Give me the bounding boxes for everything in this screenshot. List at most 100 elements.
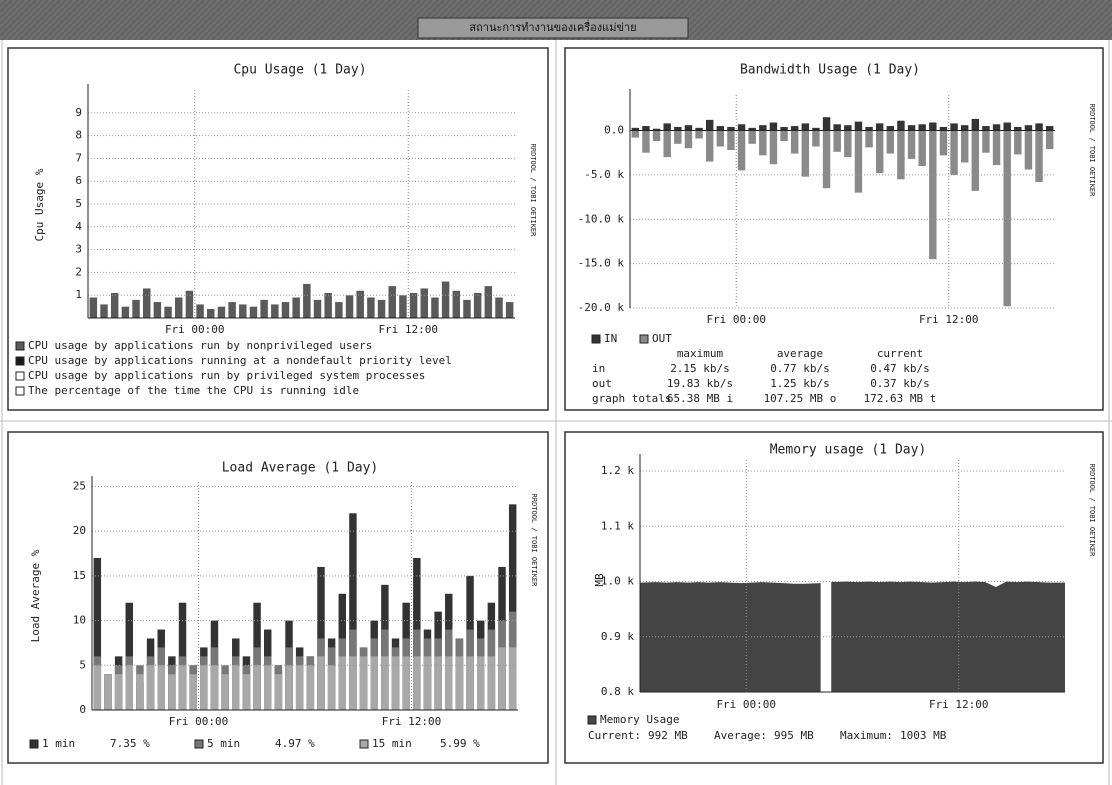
bar [495,290,503,298]
legend-value: 5.99 % [440,737,480,750]
side-label: RRDTOOL / TOBI OETIKER [1088,104,1096,198]
bar [324,90,332,287]
bar [345,90,354,289]
bar [399,90,407,289]
bar [897,120,905,131]
x-tick-label: Fri 00:00 [706,313,766,326]
y-tick-label: 3 [75,243,82,256]
bar [89,297,98,318]
table-cell: 0.47 kb/s [870,362,930,375]
bar [313,90,322,293]
bar [217,302,226,307]
x-tick-label: Fri 00:00 [716,698,776,711]
bar [185,90,194,284]
bar [674,130,682,144]
bar [790,126,799,131]
bar [833,124,841,131]
bar [110,292,119,318]
bar [271,304,279,318]
bar [960,130,969,163]
chart-title: Load Average (1 Day) [222,461,379,476]
bar [335,302,343,318]
bar [100,90,108,300]
legend-swatch [194,739,204,749]
bar [992,130,1001,166]
bar [1014,130,1022,155]
bar [281,90,290,298]
table-row-label: graph totals [592,392,671,405]
bar [854,121,863,131]
bar [249,302,258,307]
bar [367,290,375,298]
bar [242,674,251,710]
bar [780,126,788,131]
legend-label: Memory Usage [600,713,679,726]
bar [153,297,162,303]
bar [875,123,884,131]
bar [356,290,364,318]
bar [929,122,937,131]
bar [175,290,183,298]
bar [476,656,485,710]
bar [207,306,215,309]
bar [1035,130,1043,182]
bar [200,665,208,710]
legend-swatch [359,739,369,749]
bar [865,126,873,131]
plot-area [93,504,517,710]
side-label: RRDTOOL / TOBI OETIKER [1088,464,1096,558]
y-tick-label: 1 [75,288,82,301]
legend-label: 5 min [207,737,240,750]
bar [886,130,895,154]
bar [153,90,162,298]
bar [812,130,820,147]
bar [854,130,863,193]
bar [463,90,471,293]
bar [327,665,336,710]
y-tick-label: 0.8 k [601,685,634,698]
bar [136,674,144,710]
header-box [417,17,689,39]
bar [737,130,746,171]
bar [455,656,464,710]
bar [367,297,375,318]
bar [1014,126,1022,131]
bar [292,90,300,291]
bar [125,602,134,710]
table-header: average [777,347,823,360]
bar [377,299,386,318]
bar [652,128,661,131]
bar [844,130,852,158]
bar [317,656,325,710]
bar [1003,130,1011,307]
bar [1003,122,1011,131]
table-cell: 107.25 MB o [764,392,837,405]
bar [345,288,354,296]
bar [441,281,450,318]
bar [221,674,229,710]
bar [759,130,767,156]
bar [370,656,378,710]
bar [431,297,439,318]
bar [388,90,396,277]
bar [420,288,428,318]
bar [164,302,172,307]
bar [303,90,311,275]
bar [907,130,916,159]
bar [356,283,364,291]
bar [716,126,725,131]
bar [292,297,300,318]
table-cell: 1.25 kb/s [770,377,830,390]
legend-label: CPU usage by applications running at a n… [28,354,452,367]
bar [121,90,130,303]
legend-label: CPU usage by applications run by nonpriv… [28,339,372,352]
bar [716,130,725,147]
bar [381,656,389,710]
legend-label: CPU usage by applications run by privile… [28,369,425,382]
bar [285,665,293,710]
bar [100,299,108,305]
bar [281,302,290,318]
legend-swatch [587,715,597,725]
bar [104,674,112,710]
bar [748,130,756,144]
